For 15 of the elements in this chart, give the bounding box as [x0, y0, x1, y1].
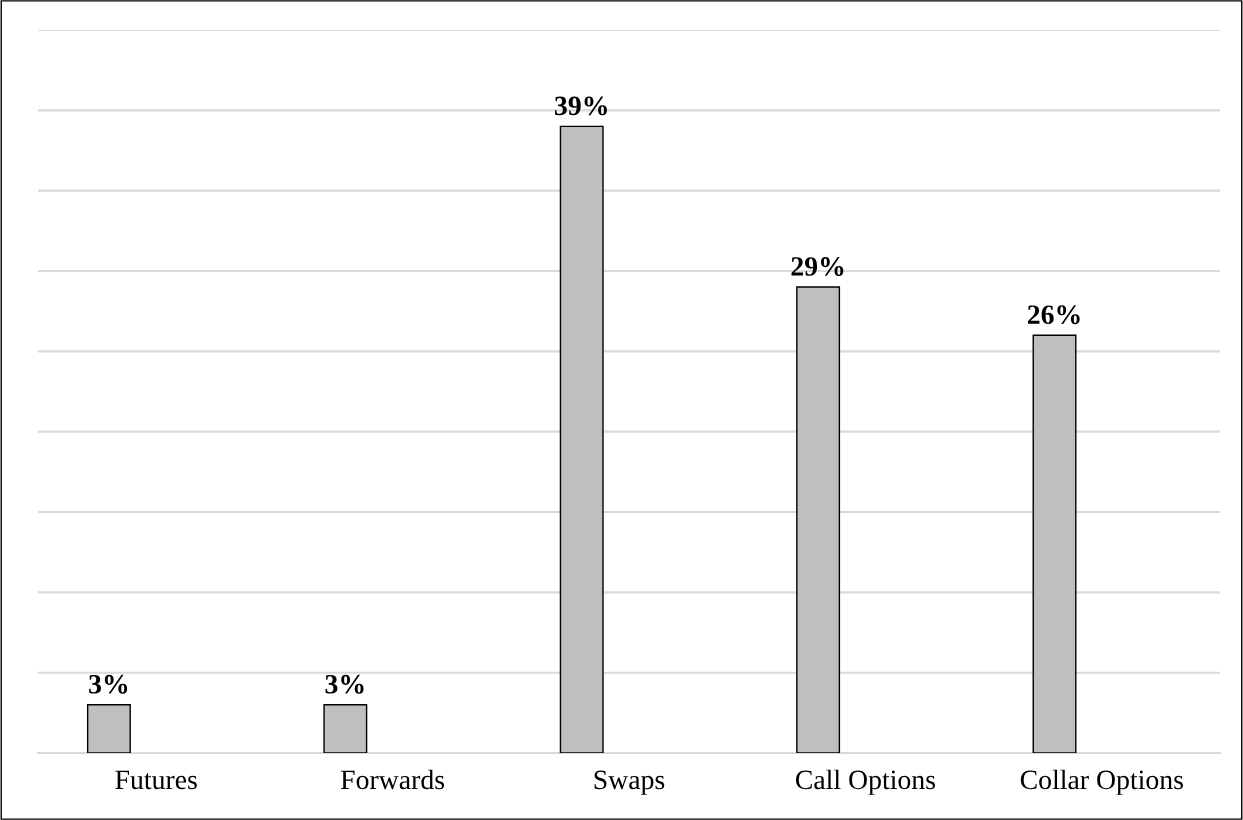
bar: [796, 286, 841, 753]
data-label: 39%: [554, 96, 607, 116]
data-label: 3%: [89, 674, 128, 694]
data-label: 29%: [791, 257, 844, 276]
bar: [559, 125, 604, 753]
x-tick-label: Futures: [115, 770, 197, 790]
data-label: 3%: [325, 674, 364, 694]
x-tick-label: Forwards: [340, 769, 445, 790]
x-tick-label: Call Options: [795, 769, 935, 795]
bar: [323, 704, 368, 753]
x-tick-label: Swaps: [594, 770, 665, 795]
data-label: 26%: [1027, 305, 1080, 325]
bar: [1032, 334, 1077, 753]
x-tick-label: Collar Options: [1020, 769, 1183, 795]
bar: [86, 704, 131, 753]
